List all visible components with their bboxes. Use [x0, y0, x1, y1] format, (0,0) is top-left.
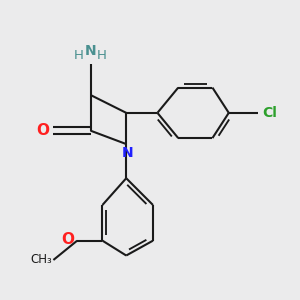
- Text: H: H: [74, 49, 84, 62]
- Text: O: O: [61, 232, 74, 247]
- Text: H: H: [97, 49, 107, 62]
- Text: O: O: [36, 123, 49, 138]
- Text: N: N: [85, 44, 96, 58]
- Text: N: N: [122, 146, 134, 160]
- Text: Cl: Cl: [262, 106, 277, 120]
- Text: CH₃: CH₃: [30, 254, 52, 266]
